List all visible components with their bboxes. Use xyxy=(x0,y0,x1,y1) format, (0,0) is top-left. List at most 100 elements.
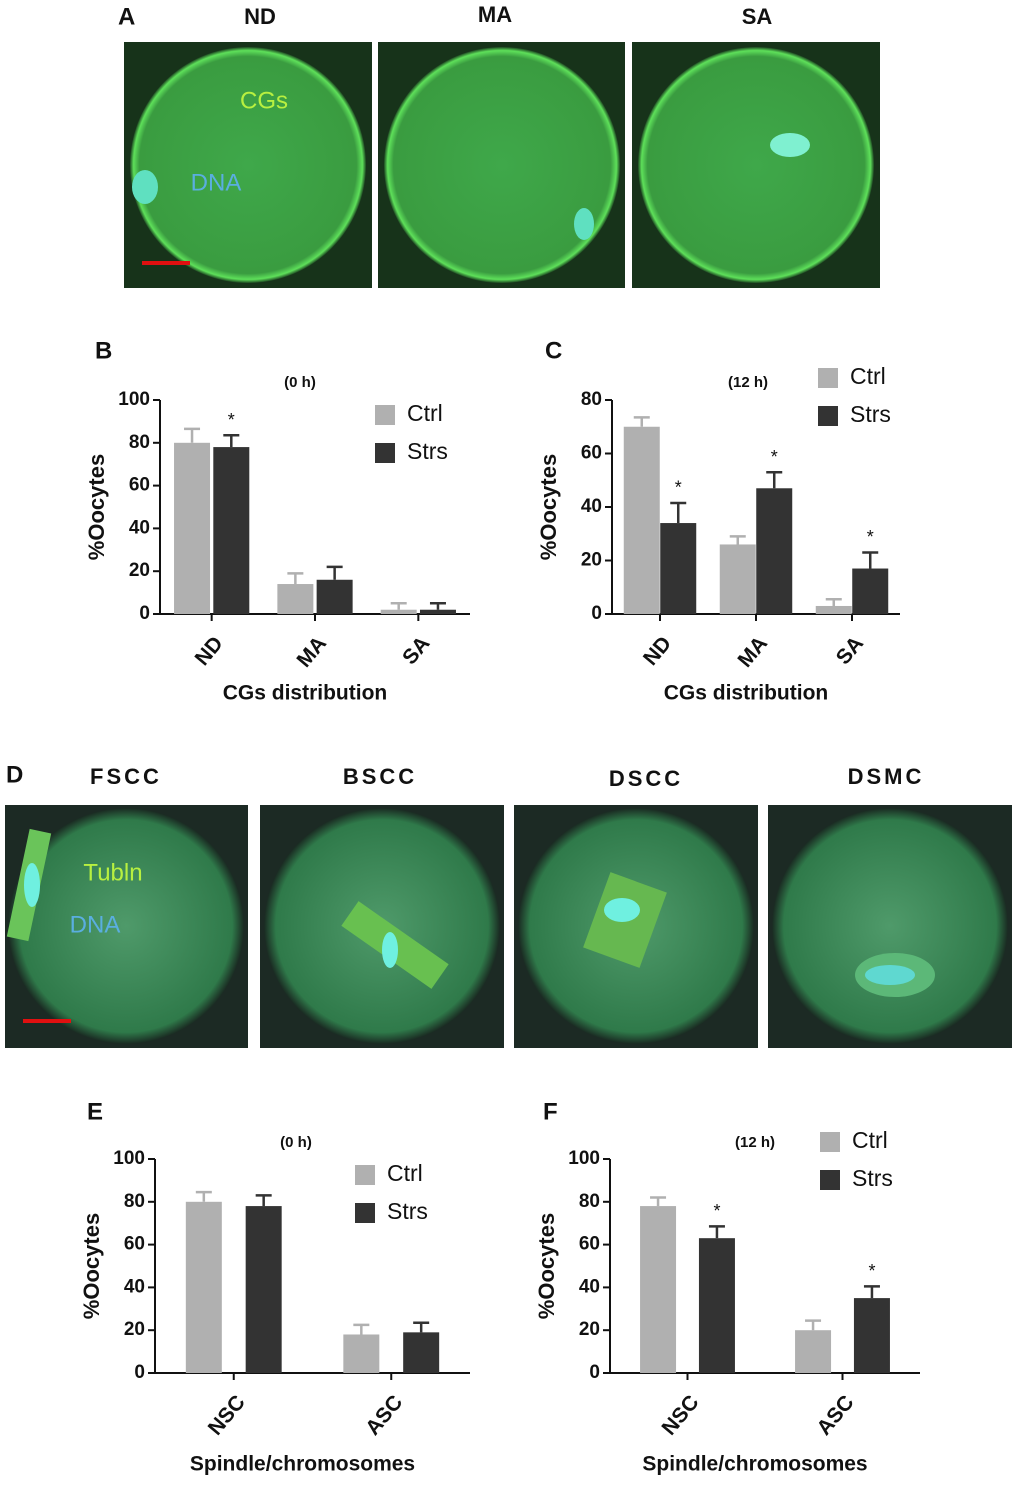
legend-label: Strs xyxy=(407,438,448,464)
bar xyxy=(815,605,852,614)
image-label: Tubln xyxy=(83,859,142,886)
x-tick-label: SA xyxy=(832,632,868,669)
bar-chart: B (0 h) %Oocytes CGs distribution 0 20 40 60 80 1… xyxy=(84,337,470,705)
column-label: DSCC xyxy=(609,766,683,791)
error-bar xyxy=(766,470,783,489)
image xyxy=(124,42,372,288)
x-tick-label: ASC xyxy=(361,1391,407,1440)
y-axis-label: %Oocytes xyxy=(79,1213,104,1319)
chart-title: (0 h) xyxy=(284,374,316,391)
y-tick-label: 40 xyxy=(579,1276,600,1297)
legend-swatch xyxy=(375,405,395,425)
bar xyxy=(316,579,353,614)
significance-mark: * xyxy=(867,527,874,547)
bar xyxy=(756,488,793,614)
image xyxy=(5,805,248,1048)
image xyxy=(768,805,1012,1048)
y-tick-label: 40 xyxy=(129,517,150,538)
significance-mark: * xyxy=(228,410,235,430)
x-axis-label: CGs distribution xyxy=(664,682,829,705)
image-label: DNA xyxy=(191,169,242,196)
error-bar xyxy=(670,501,687,524)
y-tick-label: 60 xyxy=(124,1234,145,1255)
bar xyxy=(853,1298,890,1373)
legend-label: Ctrl xyxy=(407,400,443,426)
legend-label: Ctrl xyxy=(387,1160,423,1186)
legend-swatch xyxy=(820,1170,840,1190)
y-axis-label: %Oocytes xyxy=(534,1213,559,1319)
y-tick-label: 20 xyxy=(581,550,602,571)
bar xyxy=(660,523,697,614)
y-tick-label: 60 xyxy=(579,1234,600,1255)
column-label: FSCC xyxy=(90,764,162,789)
error-bar xyxy=(390,602,407,610)
bar-chart: E (0 h) %Oocytes Spindle/chromosomes 0 20 40 60… xyxy=(79,1098,470,1476)
error-bar xyxy=(223,434,240,448)
legend-label: Strs xyxy=(850,401,891,427)
image xyxy=(260,805,504,1048)
legend-swatch xyxy=(375,443,395,463)
y-tick-label: 80 xyxy=(129,432,150,453)
panel-letter: E xyxy=(87,1098,103,1125)
image-label: CGs xyxy=(240,87,288,114)
bar xyxy=(185,1201,222,1373)
bar xyxy=(623,426,660,614)
panel-a: A ND MA SA CGs DNA xyxy=(118,2,880,288)
legend-label: Ctrl xyxy=(850,363,886,389)
panel-letter: A xyxy=(118,3,135,30)
panel-letter: C xyxy=(545,337,562,364)
y-tick-label: 60 xyxy=(581,443,602,464)
column-label: ND xyxy=(244,4,276,29)
error-bar xyxy=(708,1225,725,1239)
chart-title: (12 h) xyxy=(735,1134,775,1151)
x-tick-label: ASC xyxy=(812,1391,858,1440)
y-tick-label: 0 xyxy=(134,1362,145,1383)
x-tick-label: NSC xyxy=(204,1391,250,1440)
bar xyxy=(277,584,314,614)
y-tick-label: 100 xyxy=(568,1148,600,1169)
column-label: BSCC xyxy=(343,764,417,789)
bar xyxy=(698,1238,735,1373)
x-axis-label: Spindle/chromosomes xyxy=(190,1453,415,1476)
y-axis-label: %Oocytes xyxy=(84,454,109,560)
column-label: MA xyxy=(478,2,512,27)
panel-letter: D xyxy=(6,761,23,788)
legend-label: Strs xyxy=(387,1198,428,1224)
error-bar xyxy=(825,598,842,606)
image xyxy=(514,805,758,1048)
image xyxy=(632,42,880,288)
bar xyxy=(852,568,889,614)
y-tick-label: 80 xyxy=(124,1191,145,1212)
x-axis-label: Spindle/chromosomes xyxy=(642,1453,867,1476)
x-tick-label: SA xyxy=(398,632,434,669)
y-tick-label: 0 xyxy=(591,603,602,624)
x-tick-label: NSC xyxy=(657,1391,703,1440)
error-bar xyxy=(255,1194,272,1207)
column-label: SA xyxy=(742,4,773,29)
error-bar xyxy=(863,1285,880,1299)
bar-chart: F (12 h) %Oocytes Spindle/chromosomes 0 20 40 6… xyxy=(534,1098,920,1476)
y-tick-label: 100 xyxy=(113,1148,145,1169)
error-bar xyxy=(862,551,879,569)
significance-mark: * xyxy=(868,1261,875,1281)
y-tick-label: 100 xyxy=(118,389,150,410)
error-bar xyxy=(729,535,746,545)
column-label: DSMC xyxy=(848,764,925,789)
error-bar xyxy=(287,572,304,585)
x-tick-label: ND xyxy=(639,632,676,670)
panel-letter: F xyxy=(543,1098,558,1125)
bar xyxy=(719,544,756,614)
bar xyxy=(174,442,211,614)
significance-mark: * xyxy=(713,1201,720,1221)
error-bar xyxy=(805,1319,822,1331)
significance-mark: * xyxy=(771,447,778,467)
y-tick-label: 80 xyxy=(581,389,602,410)
y-axis-label: %Oocytes xyxy=(536,454,561,560)
error-bar xyxy=(633,416,650,427)
y-tick-label: 20 xyxy=(129,560,150,581)
y-tick-label: 60 xyxy=(129,475,150,496)
panel-d: D FSCC BSCC DSCC DSMC Tubln DNA xyxy=(5,761,1012,1048)
panel-letter: B xyxy=(95,337,112,364)
chart-title: (12 h) xyxy=(728,374,768,391)
